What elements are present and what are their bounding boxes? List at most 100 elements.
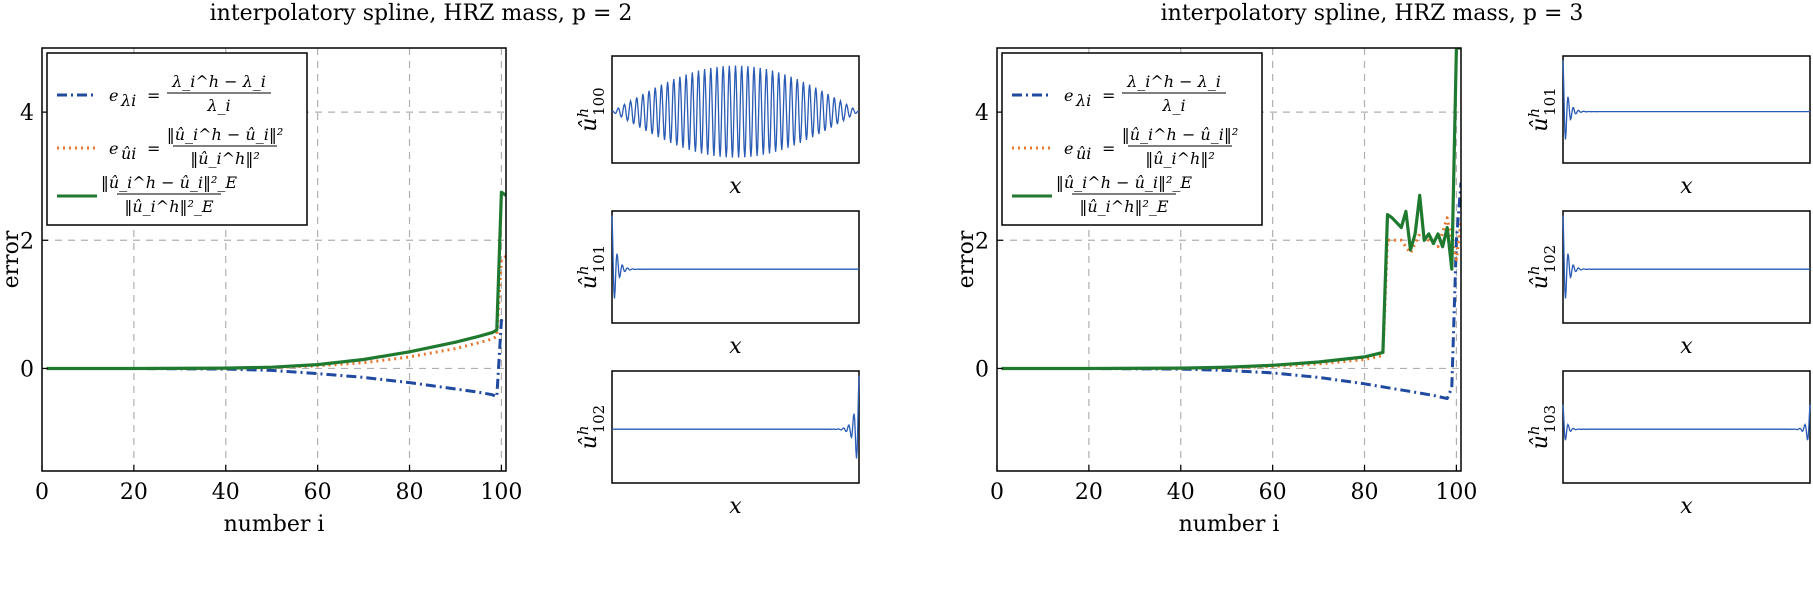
inset-y-label-sup: h xyxy=(574,265,592,275)
legend-eig-lhs: e xyxy=(1064,86,1073,105)
legend-eig-eq: = xyxy=(1102,86,1115,105)
inset-y-label-base: û xyxy=(577,435,602,449)
inset-mode-line xyxy=(611,65,860,158)
chart-title: interpolatory spline, HRZ mass, p = 2 xyxy=(210,1,633,26)
legend-l2-num: ‖û_i^h − û_i‖² xyxy=(167,125,284,144)
inset-100: x ûh100 xyxy=(574,55,860,199)
chart-title: interpolatory spline, HRZ mass, p = 3 xyxy=(1161,1,1584,26)
legend-l2-den: ‖û_i^h‖² xyxy=(1145,149,1215,168)
x-tick-label: 0 xyxy=(35,480,49,505)
inset-y-label-sup: h xyxy=(574,425,592,435)
legend-l2-sub: ûi xyxy=(121,144,136,163)
legend-l2-den: ‖û_i^h‖² xyxy=(190,149,260,168)
legend-eig-num: λ_i^h − λ_i xyxy=(171,72,266,91)
inset-frame xyxy=(611,370,860,484)
inset-mode-line xyxy=(612,375,860,459)
inset-y-label-sub: 101 xyxy=(590,245,608,274)
inset-101: x ûh101 xyxy=(574,210,860,359)
plot-frame xyxy=(41,47,507,472)
x-tick-label: 100 xyxy=(1435,480,1477,505)
x-tick-label: 40 xyxy=(1167,480,1195,505)
legend-energy-den: ‖û_i^h‖²_E xyxy=(124,197,214,216)
inset-y-label-base: û xyxy=(1528,118,1553,132)
inset-mode-line xyxy=(1562,60,1810,140)
legend-l2-lhs: e xyxy=(109,139,118,158)
inset-x-label: x xyxy=(1680,334,1693,359)
inset-frame xyxy=(1562,370,1811,484)
inset-x-label: x xyxy=(729,494,742,519)
inset-y-label: ûh102 xyxy=(574,405,608,449)
x-axis-label: number i xyxy=(224,512,325,537)
y-axis-label: error xyxy=(0,230,24,288)
x-axis-label: number i xyxy=(1179,512,1280,537)
plot-frame xyxy=(996,47,1462,472)
inset-y-label: ûh102 xyxy=(1525,245,1559,289)
x-tick-label: 0 xyxy=(990,480,1004,505)
series-line xyxy=(46,318,506,399)
inset-mode-line xyxy=(1562,215,1810,299)
y-tick-label: 4 xyxy=(975,101,989,126)
inset-y-label-base: û xyxy=(577,275,602,289)
y-axis-label: error xyxy=(954,230,979,288)
x-tick-label: 20 xyxy=(1075,480,1103,505)
x-tick-label: 60 xyxy=(1259,480,1287,505)
inset-102: x ûh102 xyxy=(1525,210,1811,359)
inset-frame xyxy=(611,210,860,324)
legend-energy-den: ‖û_i^h‖²_E xyxy=(1079,197,1169,216)
inset-y-label: ûh101 xyxy=(1525,87,1559,131)
x-tick-label: 80 xyxy=(1351,480,1379,505)
legend-eig-sub: λi xyxy=(120,91,136,110)
inset-y-label-sub: 100 xyxy=(590,87,608,116)
inset-x-label: x xyxy=(1680,174,1693,199)
series-line xyxy=(1001,48,1461,371)
inset-y-label-sub: 101 xyxy=(1541,87,1559,116)
x-tick-label: 20 xyxy=(120,480,148,505)
y-tick-label: 0 xyxy=(20,357,34,382)
y-tick-label: 2 xyxy=(975,229,989,254)
inset-x-label: x xyxy=(729,334,742,359)
y-tick-label: 4 xyxy=(20,101,34,126)
x-tick-label: 60 xyxy=(304,480,332,505)
inset-102: x ûh102 xyxy=(574,370,860,519)
inset-y-label-sup: h xyxy=(1525,425,1543,435)
legend-l2-num: ‖û_i^h − û_i‖² xyxy=(1122,125,1239,144)
inset-y-label-base: û xyxy=(1528,275,1553,289)
chart-panel-2: interpolatory spline, HRZ mass, p = 30 20… xyxy=(954,1,1811,537)
inset-y-label: ûh103 xyxy=(1525,405,1559,449)
legend-eig-den: λ_i xyxy=(206,96,230,115)
chart-panel-1: interpolatory spline, HRZ mass, p = 20 20… xyxy=(0,1,860,537)
y-tick-label: 0 xyxy=(975,357,989,382)
inset-101: x ûh101 xyxy=(1525,55,1811,199)
inset-103: x ûh103 xyxy=(1525,370,1811,519)
y-tick-label: 2 xyxy=(20,229,34,254)
inset-frame xyxy=(1562,55,1811,164)
series-line xyxy=(46,190,506,371)
inset-mode-line xyxy=(1562,404,1811,441)
inset-y-label-sup: h xyxy=(1525,265,1543,275)
legend: e λi =λ_i^h − λ_iλ_ie ûi =‖û_i^h − û_i‖²‖û_i… xyxy=(46,52,308,226)
x-tick-label: 40 xyxy=(212,480,240,505)
inset-y-label-sup: h xyxy=(1525,108,1543,118)
series-line xyxy=(46,255,506,370)
inset-y-label-sub: 102 xyxy=(1541,245,1559,274)
inset-y-label-sup: h xyxy=(574,108,592,118)
legend-eig-num: λ_i^h − λ_i xyxy=(1126,72,1221,91)
legend-l2-eq: = xyxy=(147,139,160,158)
legend-l2-sub: ûi xyxy=(1076,144,1091,163)
inset-y-label-sub: 102 xyxy=(590,405,608,434)
legend-eig-den: λ_i xyxy=(1161,96,1185,115)
inset-y-label: ûh100 xyxy=(574,87,608,131)
inset-y-label-base: û xyxy=(1528,435,1553,449)
inset-y-label-sub: 103 xyxy=(1541,405,1559,434)
legend-energy-num: ‖û_i^h − û_i‖²_E xyxy=(1056,173,1193,192)
inset-y-label-base: û xyxy=(577,118,602,132)
legend-energy-num: ‖û_i^h − û_i‖²_E xyxy=(101,173,238,192)
inset-y-label: ûh101 xyxy=(574,245,608,289)
inset-x-label: x xyxy=(729,174,742,199)
x-tick-label: 80 xyxy=(396,480,424,505)
legend-l2-lhs: e xyxy=(1064,139,1073,158)
legend-eig-eq: = xyxy=(147,86,160,105)
legend: e λi =λ_i^h − λ_iλ_ie ûi =‖û_i^h − û_i‖²‖û_i… xyxy=(1001,52,1263,226)
inset-frame xyxy=(1562,210,1811,324)
